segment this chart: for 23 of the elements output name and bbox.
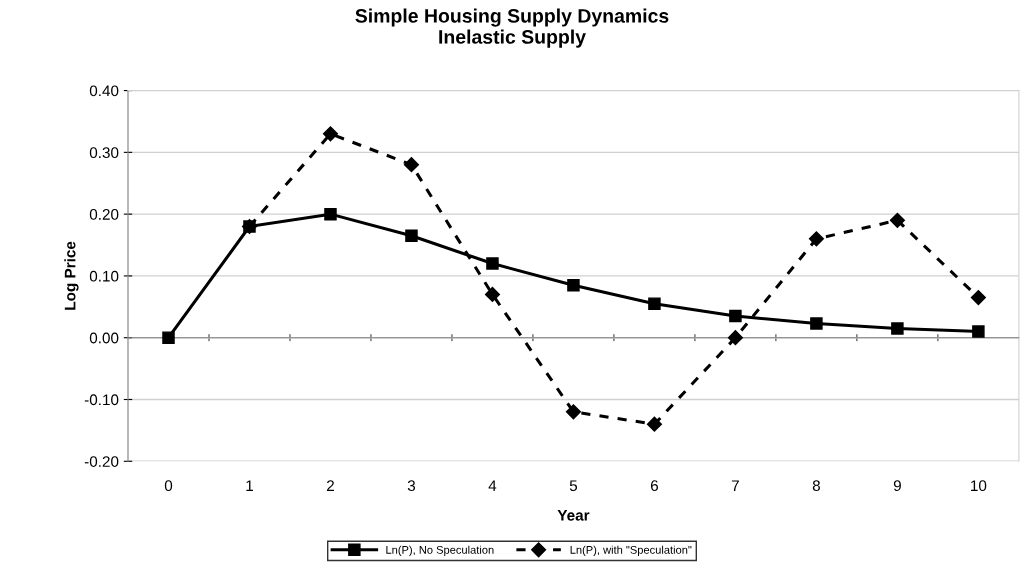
x-tick-label: 10 [971,480,987,492]
y-tick-label: 0.00 [89,332,119,344]
y-tick-label: 0.30 [89,147,119,159]
y-tick-label: 0.40 [89,85,119,97]
legend-label: Ln(P), with "Speculation" [570,545,692,556]
x-tick-label: 4 [488,480,497,491]
x-tick-label: 7 [731,480,739,491]
x-tick-label: 0 [164,480,173,492]
y-tick-label: 0.20 [89,209,119,220]
legend-label: Ln(P), No Speculation [386,545,494,556]
x-tick-label: 2 [326,480,334,491]
x-axis-title: Year [557,510,590,521]
x-tick-label: 5 [569,480,578,492]
y-tick-label: -0.20 [84,456,119,467]
y-tick-label: 0.10 [89,270,119,282]
y-tick-label: -0.10 [84,394,119,406]
x-tick-label: 1 [246,480,253,491]
x-tick-label: 9 [893,480,901,492]
x-tick-label: 6 [650,480,659,492]
y-axis-title: Log Price [64,241,79,310]
x-tick-label: 3 [407,480,416,492]
x-tick-label: 8 [812,480,820,492]
chart-title: Simple Housing Supply Dynamics Inelastic Supply [355,8,669,48]
